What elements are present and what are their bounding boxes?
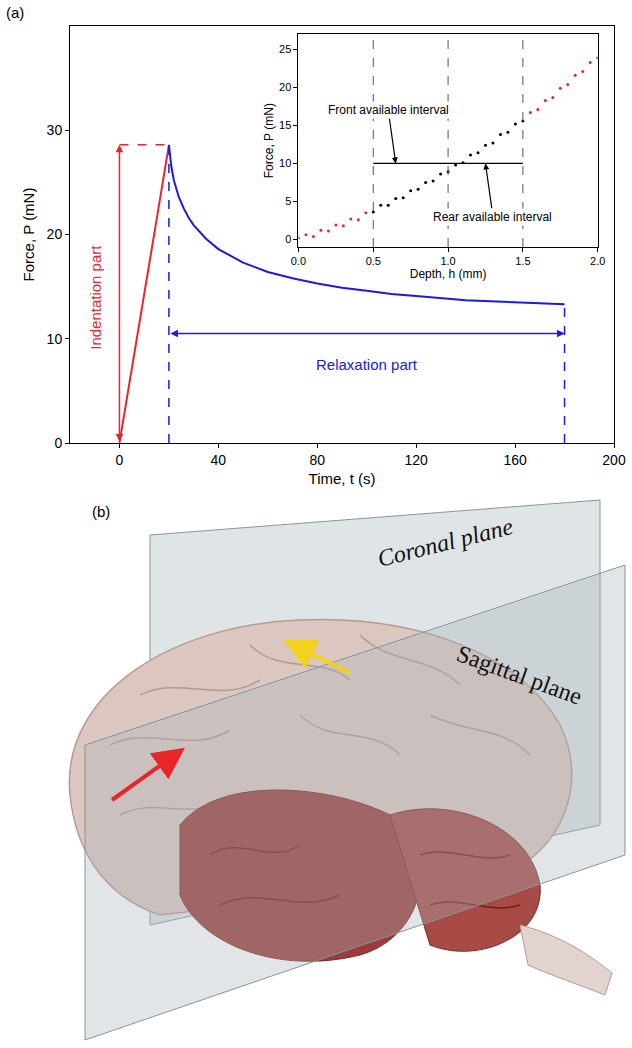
svg-text:80: 80 xyxy=(309,452,325,468)
svg-text:Depth, h (mm): Depth, h (mm) xyxy=(410,267,487,281)
svg-text:15: 15 xyxy=(279,119,291,131)
svg-text:Front available interval: Front available interval xyxy=(328,103,449,117)
svg-text:1.0: 1.0 xyxy=(440,255,455,267)
svg-text:30: 30 xyxy=(47,122,63,138)
svg-text:20: 20 xyxy=(279,81,291,93)
svg-text:Coronal plane: Coronal plane xyxy=(375,513,516,572)
svg-text:40: 40 xyxy=(211,452,227,468)
svg-text:10: 10 xyxy=(47,331,63,347)
svg-text:Force, P (mN): Force, P (mN) xyxy=(262,103,276,178)
svg-text:0.5: 0.5 xyxy=(366,255,381,267)
svg-text:0.0: 0.0 xyxy=(291,255,306,267)
svg-text:120: 120 xyxy=(405,452,429,468)
svg-text:Time, t (s): Time, t (s) xyxy=(309,470,376,487)
svg-text:0: 0 xyxy=(54,435,62,451)
svg-text:200: 200 xyxy=(602,452,626,468)
svg-text:Relaxation part: Relaxation part xyxy=(316,356,418,373)
svg-text:0: 0 xyxy=(116,452,124,468)
svg-text:0: 0 xyxy=(285,233,291,245)
svg-text:Indentation part: Indentation part xyxy=(87,245,104,350)
html-text:(a): (a) xyxy=(6,4,25,21)
svg-text:(b): (b) xyxy=(92,503,110,520)
svg-text:10: 10 xyxy=(279,157,291,169)
svg-text:Rear available interval: Rear available interval xyxy=(433,210,552,224)
svg-text:25: 25 xyxy=(279,43,291,55)
svg-text:Sagittal plane: Sagittal plane xyxy=(453,640,585,709)
svg-text:2.0: 2.0 xyxy=(590,255,605,267)
svg-text:5: 5 xyxy=(285,195,291,207)
svg-text:Force, P (mN): Force, P (mN) xyxy=(20,188,37,282)
svg-text:160: 160 xyxy=(503,452,527,468)
svg-text:20: 20 xyxy=(47,226,63,242)
svg-text:1.5: 1.5 xyxy=(515,255,530,267)
